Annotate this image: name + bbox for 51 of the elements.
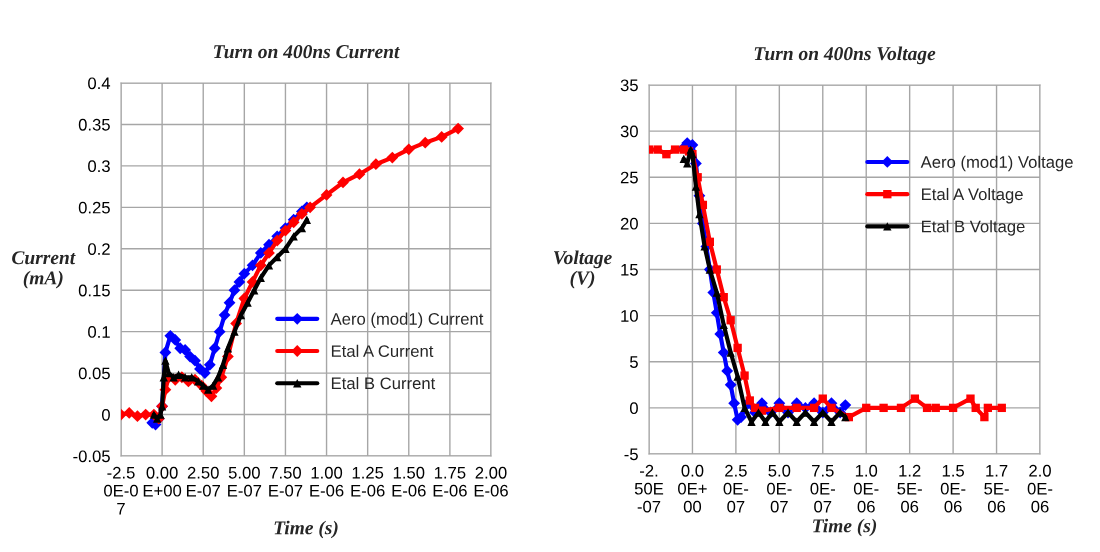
x-tick-label: 0.00E+00	[678, 464, 707, 513]
y-tick-label: 0.25	[78, 201, 110, 214]
y-tick-label: -5	[624, 448, 638, 461]
y-tick-label: 0.1	[88, 326, 110, 338]
x-tick-label: 1.50E-06	[940, 465, 966, 513]
y-tick-label: 0	[101, 408, 110, 421]
x-tick-label: 1.75E-06	[984, 465, 1009, 513]
y-tick-label: 10	[621, 310, 638, 322]
y-axis-title: Current (mA)	[12, 251, 76, 289]
x-axis-title: Time (s)	[274, 520, 338, 539]
x-tick-label: 1.50E-06	[392, 466, 426, 497]
y-tick-label: 30	[620, 125, 638, 138]
x-tick-label: 1.00E-06	[310, 466, 344, 497]
y-axis-title: Voltage (V)	[553, 250, 612, 289]
legend-label: Etal B Voltage	[922, 220, 1025, 236]
legend-label: Aero (mod1) Voltage	[920, 155, 1073, 172]
y-tick-label: 0.2	[88, 243, 110, 255]
x-tick-label: 7.50E-07	[810, 465, 836, 513]
y-tick-label: 0.3	[88, 160, 110, 173]
chart-title: Turn on 400ns Voltage	[754, 46, 936, 65]
x-tick-label: 1.75E-06	[433, 467, 467, 497]
x-tick-label: 1.25E-06	[351, 466, 385, 497]
legend-label: Etal A Current	[331, 344, 434, 358]
y-tick-label: 25	[620, 171, 638, 184]
y-tick-label: 0.05	[78, 367, 110, 380]
y-tick-label: 0.15	[78, 284, 110, 297]
y-tick-label: -0.05	[73, 450, 110, 463]
x-tick-label: 2.50E-07	[186, 466, 220, 497]
y-tick-label: 20	[620, 217, 638, 230]
x-axis-title: Time (s)	[813, 518, 877, 537]
chart-title: Turn on 400ns Current	[214, 45, 400, 59]
x-tick-label: -2.50E-07	[634, 464, 664, 513]
x-tick-label: 2.00E-06	[474, 466, 508, 497]
x-tick-label: 0.00E+00	[143, 466, 182, 497]
y-tick-label: 0	[629, 402, 638, 415]
legend-label: Etal B Current	[331, 376, 436, 390]
y-tick-label: 5	[629, 356, 638, 368]
y-tick-label: 35	[620, 79, 638, 92]
x-tick-label: 5.00E-07	[767, 464, 792, 513]
x-tick-label: 7.50E-07	[269, 466, 303, 497]
x-tick-label: 2.00E-06	[1027, 464, 1053, 513]
x-tick-label: 5.00E-07	[228, 466, 262, 497]
legend-label: Aero (mod1) Current	[330, 312, 484, 329]
x-tick-label: -2.50E-07	[104, 466, 138, 515]
x-tick-label: 1.00E-06	[853, 464, 879, 513]
x-tick-label: 1.25E-06	[897, 464, 922, 513]
y-tick-label: 0.35	[78, 118, 110, 131]
legend-label: Etal A Voltage	[922, 187, 1023, 204]
x-tick-label: 2.50E-07	[723, 464, 749, 513]
y-tick-label: 0.4	[88, 77, 111, 90]
y-tick-label: 15	[621, 264, 638, 276]
